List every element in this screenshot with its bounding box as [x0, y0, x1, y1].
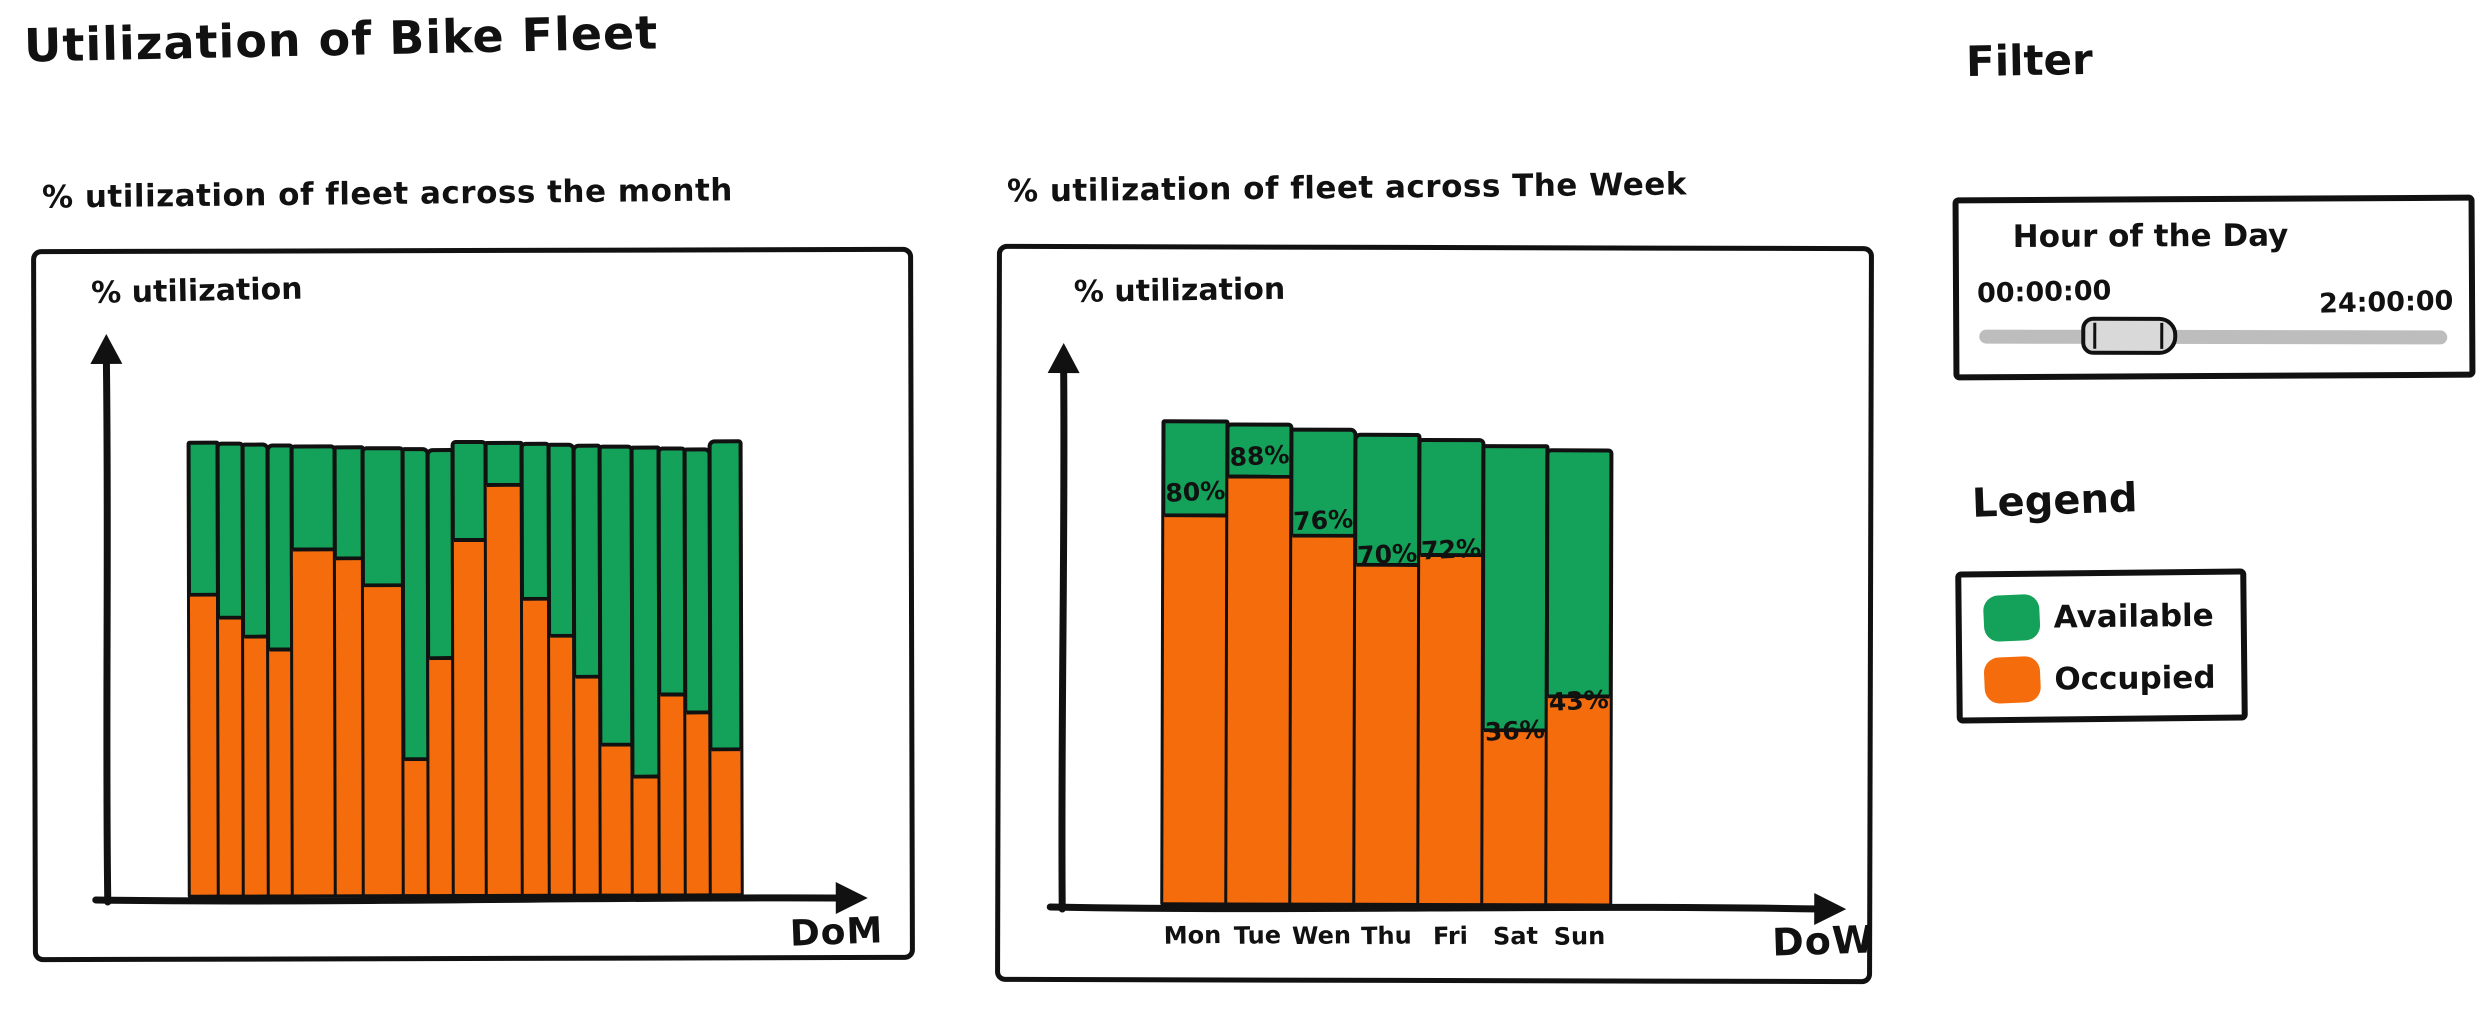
bar-value-label: 88% — [1228, 440, 1291, 473]
month-bar-occupied-segment[interactable] — [429, 656, 453, 895]
month-bar-occupied-segment[interactable] — [600, 742, 632, 894]
page-title: Utilization of Bike Fleet — [23, 5, 659, 73]
month-bar-occupied-segment[interactable] — [453, 537, 486, 895]
month-bar-occupied-segment[interactable] — [189, 592, 218, 895]
bar-value-label: 70% — [1356, 538, 1418, 571]
month-chart-x-axis-label: DoM — [789, 910, 885, 955]
month-chart-bars — [186, 439, 744, 898]
week-bar[interactable]: 76% — [1288, 427, 1358, 906]
month-bar-occupied-segment[interactable] — [711, 747, 741, 894]
month-bar-occupied-segment[interactable] — [632, 774, 659, 894]
available-swatch-icon — [1982, 593, 2041, 643]
legend-item-occupied: Occupied — [1983, 655, 2216, 705]
week-chart-axes — [1046, 343, 1847, 925]
bar-value-label: 43% — [1548, 684, 1610, 717]
occupied-swatch-icon — [1983, 655, 2042, 705]
week-chart-bars: 80% 88% 76% 70% 72% 36% 43% — [1160, 419, 1614, 907]
legend-label: Available — [2053, 597, 2214, 636]
hour-slider-handle[interactable] — [2081, 316, 2178, 355]
month-bar-occupied-segment[interactable] — [335, 556, 364, 895]
month-bar-occupied-segment[interactable] — [523, 596, 549, 894]
month-chart-title: % utilization of fleet across the month — [41, 172, 734, 216]
week-bar[interactable]: 80% — [1160, 419, 1230, 906]
day-label-sun: Sun — [1553, 922, 1606, 951]
week-bar-occupied-segment[interactable] — [1227, 474, 1291, 903]
slider-max-label: 24:00:00 — [2318, 285, 2454, 320]
day-label-wen: Wen — [1291, 921, 1352, 951]
month-bar[interactable] — [361, 446, 406, 898]
filter-panel: Hour of the Day 00:00:00 24:00:00 — [1952, 194, 2476, 381]
week-bar-occupied-segment[interactable] — [1163, 513, 1227, 903]
week-chart-title: % utilization of fleet across The Week — [1006, 166, 1688, 210]
legend-label: Occupied — [2054, 659, 2216, 698]
month-bar-occupied-segment[interactable] — [549, 633, 574, 894]
week-bar[interactable]: 88% — [1224, 422, 1294, 906]
month-bar-occupied-segment[interactable] — [486, 482, 522, 894]
legend-heading: Legend — [1971, 475, 2139, 527]
week-bar-occupied-segment[interactable] — [1355, 562, 1419, 903]
day-label-tue: Tue — [1233, 921, 1281, 950]
day-label-sat: Sat — [1492, 921, 1539, 951]
month-bar-occupied-segment[interactable] — [404, 757, 429, 895]
week-bar[interactable]: 70% — [1352, 432, 1422, 906]
month-bar-occupied-segment[interactable] — [292, 547, 335, 895]
filter-heading: Filter — [1965, 34, 2094, 87]
day-label-thu: Thu — [1360, 921, 1412, 951]
month-bar-occupied-segment[interactable] — [660, 692, 685, 894]
legend-panel: Available Occupied — [1955, 568, 2248, 724]
bar-value-label: 36% — [1484, 714, 1546, 747]
week-bar-occupied-segment[interactable] — [1483, 728, 1546, 904]
month-bar-occupied-segment[interactable] — [685, 710, 710, 894]
month-chart-panel: % utilization DoM — [31, 246, 915, 963]
week-chart-day-labels: Mon Tue Wen Thu Fri Sat Sun — [1160, 920, 1612, 951]
hour-slider-track[interactable] — [1979, 316, 2448, 355]
week-bar[interactable]: 36% — [1480, 444, 1550, 907]
month-bar-occupied-segment[interactable] — [244, 634, 268, 895]
bar-value-label: 72% — [1420, 533, 1482, 566]
month-chart-axes — [90, 333, 868, 915]
week-bar[interactable]: 72% — [1416, 437, 1486, 907]
day-label-mon: Mon — [1163, 920, 1222, 950]
slider-min-label: 00:00:00 — [1976, 275, 2112, 310]
month-bar-occupied-segment[interactable] — [218, 615, 243, 895]
week-bar[interactable]: 43% — [1544, 448, 1614, 907]
month-bar[interactable] — [289, 444, 338, 898]
week-chart-panel: % utilization 80% 88% 76% 70% 72% 36% 43% Mon T… — [995, 243, 1876, 985]
bar-value-label: 76% — [1292, 504, 1354, 537]
month-bar-occupied-segment[interactable] — [268, 647, 292, 895]
bar-value-label: 80% — [1164, 475, 1226, 508]
legend-item-available: Available — [1982, 593, 2214, 643]
month-bar[interactable] — [483, 440, 525, 897]
week-bar-occupied-segment[interactable] — [1291, 533, 1355, 903]
month-bar-occupied-segment[interactable] — [575, 674, 600, 894]
week-bar-occupied-segment[interactable] — [1419, 552, 1483, 904]
month-bar[interactable] — [707, 439, 744, 897]
week-chart-x-axis-label: DoW — [1771, 917, 1876, 965]
month-bar-occupied-segment[interactable] — [364, 583, 403, 895]
filter-control-label: Hour of the Day — [2012, 217, 2289, 256]
month-bar[interactable] — [597, 444, 635, 897]
week-bar-occupied-segment[interactable] — [1547, 694, 1610, 904]
day-label-fri: Fri — [1433, 921, 1469, 951]
